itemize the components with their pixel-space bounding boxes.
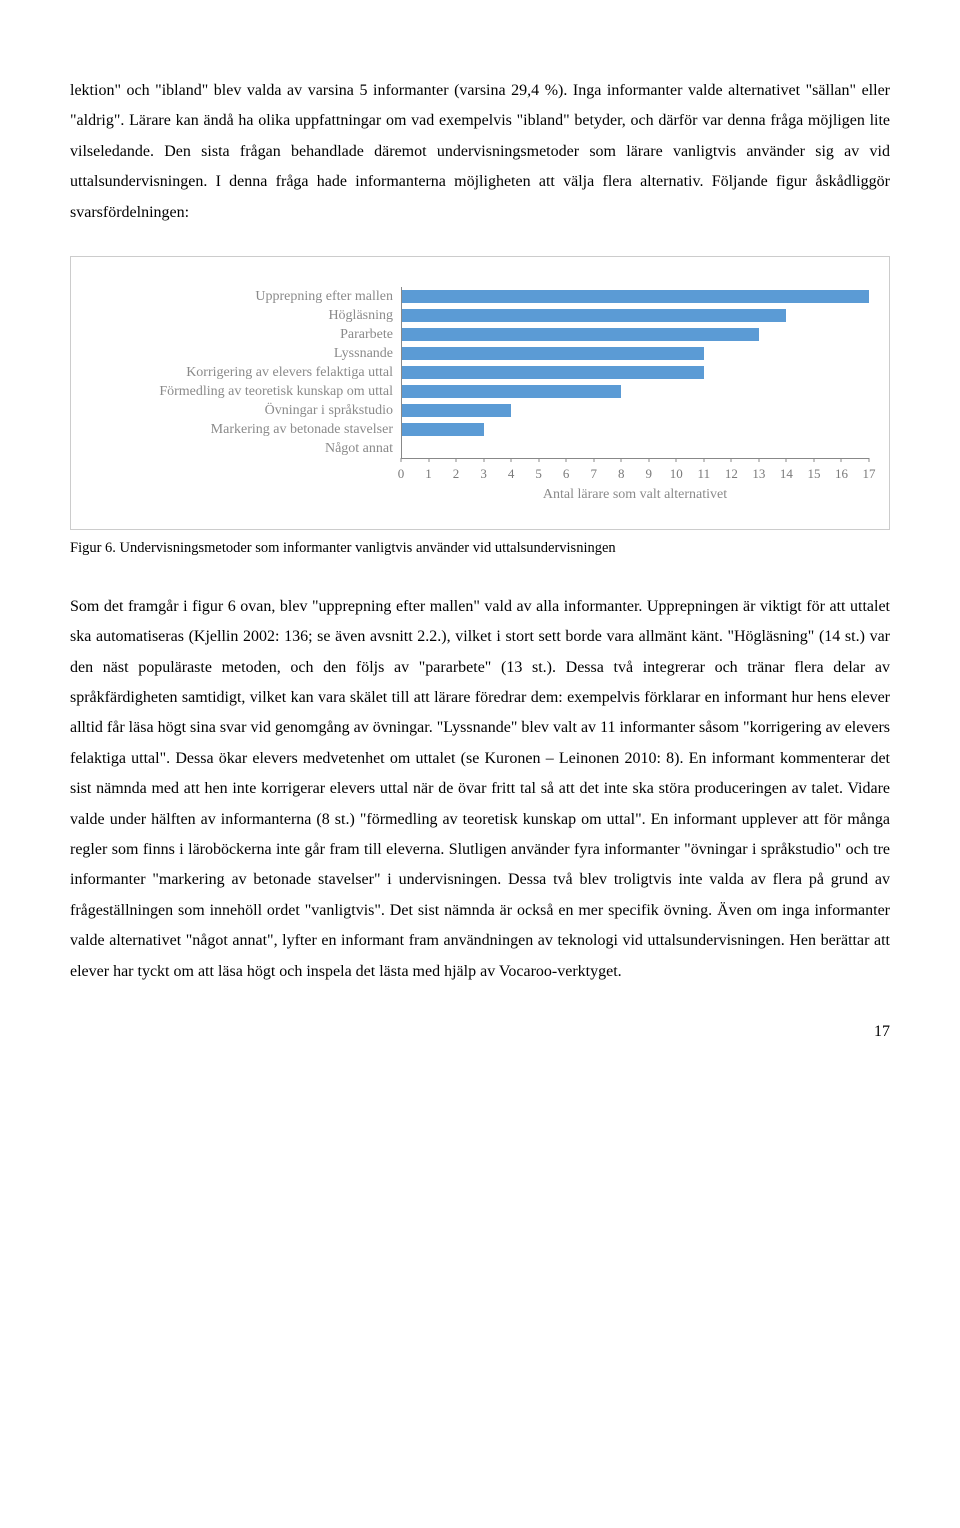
page-number: 17: [70, 1017, 890, 1047]
bar: [401, 290, 869, 303]
category-label: Upprepning efter mallen: [91, 287, 401, 306]
x-tick: 0: [398, 462, 405, 487]
figure-6-chart: Upprepning efter mallenHögläsningPararbe…: [70, 256, 890, 530]
x-tick: 6: [563, 462, 570, 487]
category-label: Lyssnande: [91, 344, 401, 363]
bar: [401, 347, 704, 360]
x-tick: 10: [670, 462, 683, 487]
x-tick: 8: [618, 462, 625, 487]
x-tick: 2: [453, 462, 460, 487]
bar: [401, 328, 759, 341]
bar: [401, 404, 511, 417]
category-label: Markering av betonade stavelser: [91, 420, 401, 439]
category-label: Något annat: [91, 439, 401, 458]
x-tick: 16: [835, 462, 848, 487]
x-tick: 9: [646, 462, 653, 487]
category-label: Högläsning: [91, 306, 401, 325]
bar: [401, 385, 621, 398]
bar: [401, 309, 786, 322]
paragraph-1: lektion" och "ibland" blev valda av vars…: [70, 76, 890, 228]
x-axis-label: Antal lärare som valt alternativet: [401, 482, 869, 509]
x-tick: 11: [698, 462, 711, 487]
category-label: Pararbete: [91, 325, 401, 344]
x-tick: 15: [807, 462, 820, 487]
x-tick: 13: [752, 462, 765, 487]
x-tick: 1: [425, 462, 432, 487]
category-label: Förmedling av teoretisk kunskap om uttal: [91, 382, 401, 401]
x-tick: 4: [508, 462, 515, 487]
x-tick: 5: [535, 462, 542, 487]
x-tick: 7: [590, 462, 597, 487]
figure-6-caption: Figur 6. Undervisningsmetoder som inform…: [70, 538, 890, 558]
category-label: Korrigering av elevers felaktiga uttal: [91, 363, 401, 382]
bar: [401, 366, 704, 379]
x-tick: 12: [725, 462, 738, 487]
bar: [401, 423, 484, 436]
x-tick: 14: [780, 462, 793, 487]
x-tick: 3: [480, 462, 487, 487]
category-label: Övningar i språkstudio: [91, 401, 401, 420]
paragraph-2: Som det framgår i figur 6 ovan, blev "up…: [70, 592, 890, 987]
x-tick: 17: [863, 462, 876, 487]
